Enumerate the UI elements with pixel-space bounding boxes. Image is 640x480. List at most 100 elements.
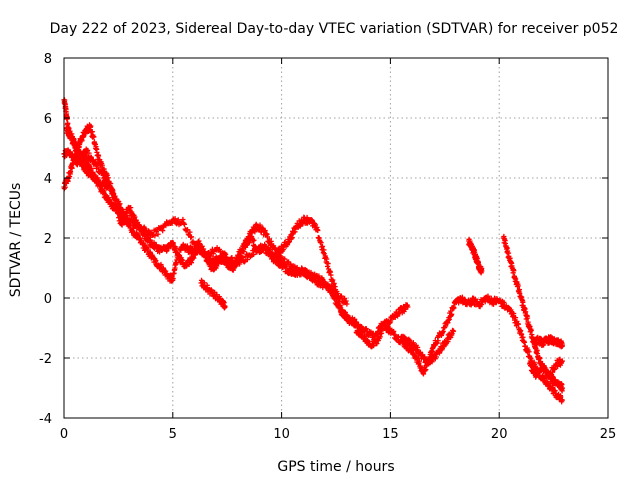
y-tick-label: 0 [44, 292, 52, 307]
data-point-fill [378, 330, 385, 336]
data-point-fill [512, 315, 519, 321]
data-point-fill [445, 339, 451, 345]
data-point-fill [85, 147, 91, 153]
data-point-fill [477, 302, 484, 308]
data-point [405, 304, 411, 310]
data-point-fill [198, 246, 205, 252]
data-point [559, 343, 565, 349]
x-tick-label: 5 [169, 427, 177, 442]
data-point-fill [180, 216, 186, 223]
data-point-fill [308, 272, 314, 279]
y-axis-label: SDTVAR / TECUs [8, 183, 24, 298]
data-point-fill [237, 261, 243, 267]
data-point-fill [550, 384, 556, 391]
data-point-fill [251, 237, 257, 243]
data-point-fill [294, 264, 300, 271]
data-point-fill [429, 359, 435, 365]
data-point-fill [410, 340, 417, 346]
data-point [222, 304, 228, 310]
x-tick-label: 10 [273, 427, 290, 442]
data-points-layer [61, 97, 565, 405]
data-point-fill [187, 229, 193, 235]
data-point-fill [272, 255, 278, 261]
series-track-j [398, 327, 457, 367]
data-point-fill [292, 229, 298, 235]
data-point-fill [286, 238, 292, 245]
series-track-d [63, 125, 111, 191]
x-tick-label: 25 [600, 427, 617, 442]
data-point-fill [222, 251, 228, 257]
data-point-fill [155, 231, 161, 237]
series-track-i [527, 356, 565, 380]
data-point-fill [91, 134, 97, 140]
data-point-fill [515, 283, 521, 289]
data-point-fill [251, 251, 257, 258]
data-point-fill [287, 261, 293, 267]
data-point-fill [250, 238, 256, 244]
data-point [479, 268, 485, 274]
y-tick-label: 6 [44, 112, 52, 127]
data-point-fill [435, 338, 441, 344]
y-tick-label: 2 [44, 232, 52, 247]
data-point-fill [406, 336, 412, 342]
data-point-fill [230, 267, 236, 273]
data-point-fill [240, 254, 246, 260]
data-point-fill [415, 344, 421, 350]
data-point-fill [325, 260, 331, 267]
x-tick-label: 15 [382, 427, 399, 442]
x-axis-label: GPS time / hours [277, 459, 394, 475]
data-point-fill [511, 268, 517, 274]
data-point [559, 358, 565, 364]
data-point-fill [152, 233, 158, 239]
data-point-fill [95, 162, 101, 168]
data-point-fill [172, 216, 178, 222]
data-point-fill [194, 241, 200, 247]
data-point-fill [451, 305, 457, 311]
data-point-fill [283, 263, 289, 269]
data-point [559, 397, 565, 403]
data-point-fill [289, 234, 295, 241]
data-point-fill [446, 316, 452, 323]
data-point-fill [309, 217, 315, 223]
series-track-e [198, 277, 228, 311]
x-tick-label: 0 [60, 427, 68, 442]
data-point-fill [331, 286, 337, 292]
data-point-fill [233, 255, 240, 262]
data-point-fill [243, 242, 250, 248]
data-point-fill [145, 246, 151, 252]
y-tick-label: -4 [39, 412, 52, 427]
data-point [344, 301, 350, 307]
data-point-fill [262, 244, 268, 250]
data-point-fill [88, 123, 94, 129]
data-point-fill [241, 249, 247, 255]
data-point-fill [174, 249, 180, 255]
ticks-layer: 0 5 10 15 20 25 -4 -2 0 2 4 6 8 [39, 52, 616, 442]
data-point [104, 184, 111, 190]
data-point-fill [418, 363, 424, 369]
data-point-fill [158, 261, 164, 268]
data-point-fill [449, 311, 455, 317]
data-point-fill [181, 221, 188, 227]
data-point-fill [315, 227, 321, 234]
series-track-b [61, 122, 411, 343]
data-point-fill [241, 259, 247, 265]
data-point-fill [188, 234, 195, 240]
data-point-fill [331, 280, 337, 287]
x-tick-label: 20 [491, 427, 508, 442]
chart-title: Day 222 of 2023, Sidereal Day-to-day VTE… [50, 21, 619, 37]
data-point-fill [99, 162, 105, 168]
data-point-fill [338, 293, 345, 299]
data-point [559, 385, 565, 391]
data-point-fill [330, 277, 336, 283]
data-point-fill [343, 298, 349, 304]
data-point-fill [416, 358, 422, 364]
data-point-fill [69, 165, 75, 171]
data-point-fill [170, 275, 176, 282]
y-tick-label: 8 [44, 52, 52, 67]
data-point-fill [64, 116, 70, 122]
data-point-fill [528, 363, 534, 369]
data-point-fill [299, 267, 305, 273]
data-point-fill [124, 210, 130, 216]
series-track-f [466, 236, 485, 276]
